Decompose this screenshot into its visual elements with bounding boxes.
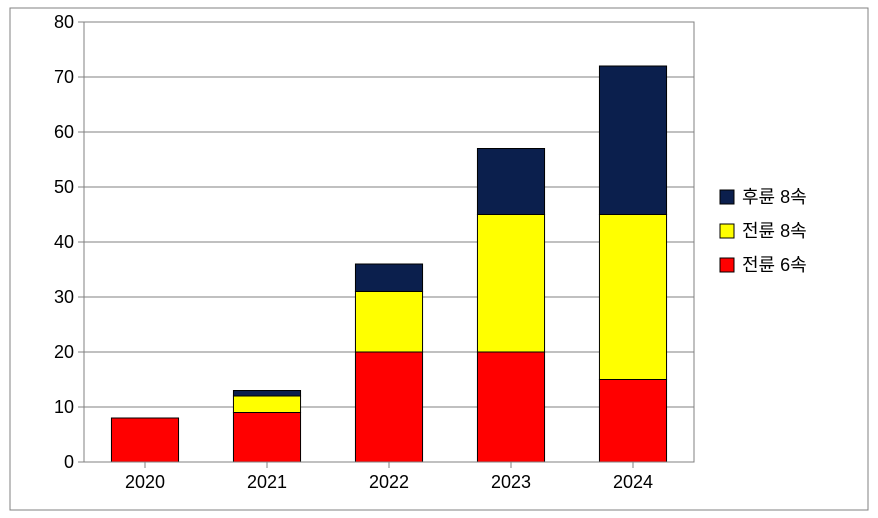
bar-segment — [355, 264, 422, 292]
y-tick-label: 0 — [64, 452, 74, 472]
y-tick-label: 20 — [54, 342, 74, 362]
legend-label: 후륜 8속 — [742, 187, 807, 207]
chart-container: 0 10 20 30 40 50 60 70 80 2020 2021 2022 2023 2024 후륜 … — [0, 0, 878, 518]
x-tick-label: 2020 — [125, 472, 165, 492]
bar-segment — [233, 391, 300, 397]
y-tick-label: 60 — [54, 122, 74, 142]
bar-segment — [599, 66, 666, 215]
legend-marker — [720, 190, 734, 204]
legend-marker — [720, 258, 734, 272]
x-tick-label: 2022 — [369, 472, 409, 492]
x-tick-label: 2021 — [247, 472, 287, 492]
y-tick-label: 50 — [54, 177, 74, 197]
x-tick-label: 2023 — [491, 472, 531, 492]
bar-segment — [477, 352, 544, 462]
bar-segment — [599, 215, 666, 380]
x-tick-label: 2024 — [613, 472, 653, 492]
bar-segment — [111, 418, 178, 462]
legend-marker — [720, 224, 734, 238]
y-tick-label: 40 — [54, 232, 74, 252]
bar-segment — [233, 413, 300, 463]
bar-segment — [233, 396, 300, 413]
y-tick-label: 30 — [54, 287, 74, 307]
bar-segment — [477, 215, 544, 353]
stacked-bar-chart: 0 10 20 30 40 50 60 70 80 2020 2021 2022 2023 2024 후륜 … — [0, 0, 878, 518]
bar-segment — [355, 352, 422, 462]
y-tick-label: 70 — [54, 67, 74, 87]
bar-segment — [599, 380, 666, 463]
bar-segment — [477, 149, 544, 215]
bar-segment — [355, 292, 422, 353]
legend-label: 전륜 8속 — [742, 221, 807, 241]
legend-label: 전륜 6속 — [742, 255, 807, 275]
y-tick-label: 10 — [54, 397, 74, 417]
y-tick-label: 80 — [54, 12, 74, 32]
